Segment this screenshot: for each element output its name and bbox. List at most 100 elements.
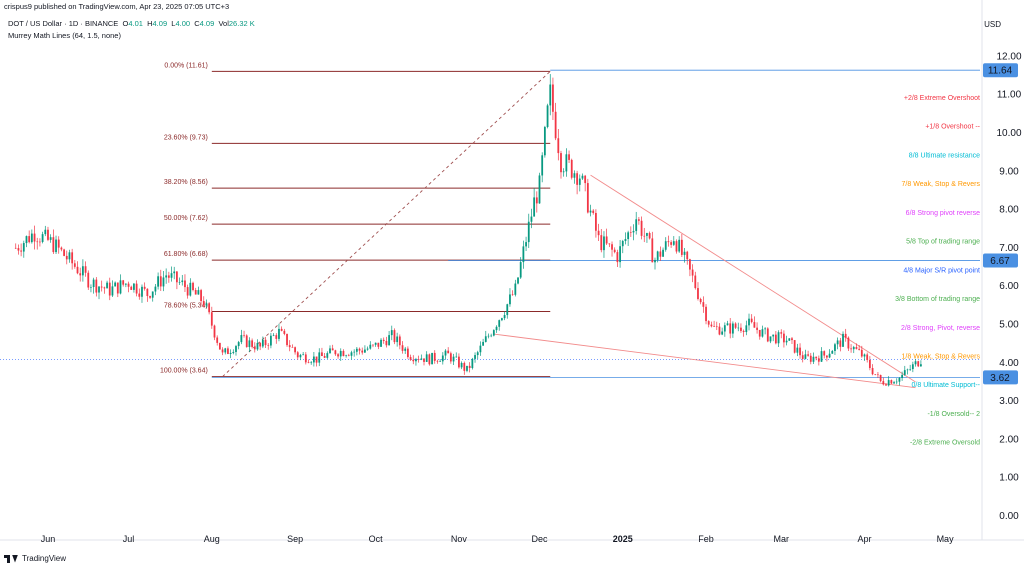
candle-body <box>420 358 423 360</box>
candle <box>106 280 108 289</box>
candle <box>286 333 288 347</box>
candle-body <box>490 335 493 337</box>
volume-value: 26.32 K <box>228 19 255 28</box>
candle <box>740 323 742 333</box>
candle-body <box>119 280 122 294</box>
candle <box>549 74 552 116</box>
candle <box>578 174 581 192</box>
candle <box>355 346 358 356</box>
candle-body <box>210 312 213 326</box>
candle <box>138 288 141 300</box>
indicator-legend[interactable]: Murrey Math Lines (64, 1.5, none) <box>8 31 121 40</box>
candle <box>304 352 307 365</box>
candle <box>466 365 468 373</box>
low-label: L <box>171 19 176 28</box>
candle-body <box>388 335 390 346</box>
candle-body <box>632 230 635 233</box>
candle <box>871 364 874 376</box>
time-axis: Jun Jul Aug Sep Oct Nov Dec 2025 Feb Mar Apr May <box>41 534 954 544</box>
candle-body <box>761 329 764 337</box>
candle <box>530 208 533 229</box>
candle <box>855 343 858 350</box>
candle-body <box>648 233 651 239</box>
murrey-label: 0/8 Ultimate Support-- <box>912 382 981 389</box>
candle <box>600 228 603 253</box>
candle-body <box>742 330 745 333</box>
candle <box>245 334 248 348</box>
candle-body <box>380 339 382 347</box>
candle <box>294 346 296 355</box>
candle-body <box>479 345 482 353</box>
candle-body <box>55 239 57 253</box>
candle <box>820 347 823 363</box>
candle <box>863 353 866 361</box>
candle <box>331 344 334 351</box>
candle-body <box>17 248 20 251</box>
candle <box>517 277 519 285</box>
price-tag-label: 3.62 <box>990 373 1010 384</box>
candle <box>646 232 648 243</box>
price-tag-bg <box>983 253 1018 268</box>
candle-body <box>227 348 229 354</box>
candle-body <box>157 276 159 287</box>
candle-body <box>22 243 25 252</box>
candle-body <box>487 335 490 337</box>
candle-body <box>581 175 584 179</box>
candle <box>745 320 748 336</box>
candle-body <box>522 246 525 263</box>
candle-body <box>197 290 200 295</box>
candle <box>860 345 863 358</box>
candle <box>799 343 801 359</box>
candle-body <box>799 347 801 356</box>
candle-body <box>568 154 570 160</box>
candle-body <box>911 364 914 370</box>
candle-body <box>710 324 713 327</box>
candle <box>804 349 807 360</box>
candle-body <box>149 296 151 298</box>
x-tick-label: Sep <box>287 534 303 544</box>
low-value: 4.00 <box>175 19 191 28</box>
candle-body <box>562 171 565 173</box>
candle-body <box>202 301 205 306</box>
candle <box>420 354 423 361</box>
murrey-label: 5/8 Top of trading range <box>906 239 980 246</box>
candle-body <box>92 279 95 288</box>
candle <box>501 317 503 322</box>
candle-body <box>52 237 55 253</box>
candle <box>283 328 286 336</box>
candle-body <box>750 318 753 323</box>
candle-body <box>237 342 240 347</box>
fib-label: 61.80% (6.68) <box>164 251 208 258</box>
candle <box>519 257 522 279</box>
candle-body <box>36 241 39 243</box>
candle <box>358 347 361 355</box>
candle-body <box>460 362 463 368</box>
tradingview-logo[interactable]: TradingView <box>4 554 66 563</box>
candle-body <box>697 288 699 299</box>
candle <box>479 341 482 356</box>
candle <box>659 246 662 261</box>
candle-body <box>576 173 579 185</box>
candle <box>52 229 55 254</box>
candle-body <box>783 333 785 343</box>
candle-body <box>200 290 202 302</box>
candle-body <box>355 348 358 352</box>
candle <box>611 241 613 257</box>
candle-body <box>79 273 82 276</box>
candle-body <box>533 197 536 217</box>
candle-body <box>903 370 906 375</box>
trendline <box>590 174 916 383</box>
candle <box>758 329 761 340</box>
candle <box>753 316 756 328</box>
candle-body <box>745 325 748 333</box>
candle <box>557 129 560 161</box>
candle <box>715 321 718 331</box>
y-tick-label: 2.00 <box>999 434 1019 445</box>
candle-body <box>87 272 90 288</box>
candle-body <box>326 353 329 358</box>
candle <box>581 173 584 181</box>
candle-body <box>256 342 259 350</box>
candle-body <box>898 377 901 382</box>
candle <box>79 267 82 282</box>
